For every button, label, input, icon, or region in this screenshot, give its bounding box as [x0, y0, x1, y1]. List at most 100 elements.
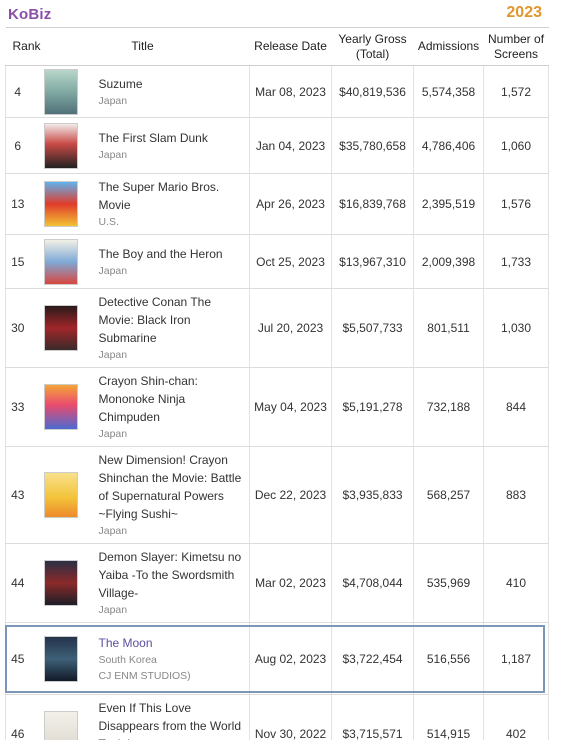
movie-title-link[interactable]: The Super Mario Bros. Movie [98, 180, 220, 212]
col-title-header[interactable]: Title [35, 27, 250, 66]
poster-cell [35, 367, 94, 447]
movie-title-link[interactable]: Detective Conan The Movie: Black Iron Su… [98, 295, 212, 345]
rank-cell: 15 [5, 234, 36, 289]
col-release-header[interactable]: Release Date [249, 27, 332, 66]
mario-poster-icon[interactable] [43, 181, 78, 227]
poster-cell [35, 234, 94, 289]
poster-cell [35, 173, 94, 235]
col-screens-header-line2: Screens [494, 46, 539, 61]
screens-cell: 883 [483, 446, 550, 544]
table-row[interactable]: 43 New Dimension! Crayon Shinchan the Mov… [5, 446, 550, 544]
screens-cell: 1,187 [483, 622, 550, 695]
release-date-cell: Jan 04, 2023 [249, 117, 332, 174]
table-row[interactable]: 45 The Moon South Korea CJ ENM STUDIOS) Aug … [5, 622, 550, 695]
rank-cell: 33 [5, 367, 36, 447]
gross-cell: $16,839,768 [331, 173, 414, 235]
suzume-poster-icon[interactable] [43, 68, 78, 115]
poster-cell [35, 65, 94, 118]
movie-title-link[interactable]: The Boy and the Heron [98, 246, 223, 261]
title-cell: Crayon Shin-chan: Mononoke Ninja Chimpud… [93, 367, 250, 447]
col-gross-header-line1: Yearly Gross [338, 31, 407, 46]
shinchan-poster-icon[interactable] [43, 384, 78, 430]
release-date-cell: Dec 22, 2023 [249, 446, 332, 544]
admissions-cell: 2,009,398 [413, 234, 484, 289]
col-screens-header[interactable]: Number of Screens [483, 27, 549, 66]
heron-poster-icon[interactable] [43, 238, 78, 285]
the-moon-poster-icon[interactable] [43, 635, 78, 682]
movie-title-link[interactable]: Crayon Shin-chan: Mononoke Ninja Chimpud… [98, 374, 198, 424]
table-row[interactable]: 6 The First Slam Dunk Japan Jan 04, 2023 $35… [5, 117, 550, 174]
admissions-cell: 516,556 [413, 622, 484, 695]
screens-cell: 402 [483, 694, 550, 740]
movie-country: Japan [98, 148, 128, 161]
admissions-cell: 4,786,406 [413, 117, 484, 174]
demon-slayer-poster-icon[interactable] [43, 560, 78, 606]
movie-distributor: CJ ENM STUDIOS) [98, 669, 191, 682]
title-cell: The Boy and the Heron Japan [93, 234, 250, 289]
gross-cell: $5,507,733 [331, 288, 414, 368]
title-cell: The First Slam Dunk Japan [93, 117, 250, 174]
table-row[interactable]: 30 Detective Conan The Movie: Black Iron … [5, 288, 550, 368]
movie-title-link[interactable]: Suzume [98, 76, 143, 91]
shinchan-3d-poster-icon[interactable] [43, 472, 78, 518]
table-row[interactable]: 4 Suzume Japan Mar 08, 2023 $40,819,536 5,574… [5, 65, 550, 118]
screens-cell: 1,733 [483, 234, 550, 289]
admissions-cell: 5,574,358 [413, 65, 484, 118]
rank-cell: 6 [5, 117, 36, 174]
rank-cell: 45 [5, 622, 36, 695]
table-row[interactable]: 44 Demon Slayer: Kimetsu no Yaiba -To the… [5, 543, 550, 623]
release-date-cell: Nov 30, 2022 [249, 694, 332, 740]
gross-cell: $3,935,833 [331, 446, 414, 544]
movie-title-link[interactable]: The Moon [98, 635, 153, 650]
table-row[interactable]: 46 Even If This Love Disappears from the … [5, 694, 550, 740]
poster-cell [35, 446, 94, 544]
release-date-cell: Mar 02, 2023 [249, 543, 332, 623]
movie-country: Japan [98, 94, 128, 107]
slam-dunk-poster-icon[interactable] [43, 122, 78, 169]
admissions-cell: 732,188 [413, 367, 484, 447]
title-cell: Demon Slayer: Kimetsu no Yaiba -To the S… [93, 543, 250, 623]
movie-title-link[interactable]: Even If This Love Disappears from the Wo… [98, 701, 242, 740]
release-date-cell: Aug 02, 2023 [249, 622, 332, 695]
admissions-cell: 801,511 [413, 288, 484, 368]
release-date-cell: Mar 08, 2023 [249, 65, 332, 118]
poster-cell [35, 622, 94, 695]
col-rank-header[interactable]: Rank [5, 27, 41, 66]
table-row[interactable]: 33 Crayon Shin-chan: Mononoke Ninja Chimp… [5, 367, 550, 447]
table-row[interactable]: 13 The Super Mario Bros. Movie U.S. Apr 26,… [5, 173, 550, 235]
movie-title-link[interactable]: Demon Slayer: Kimetsu no Yaiba -To the S… [98, 550, 242, 600]
col-gross-header[interactable]: Yearly Gross (Total) [331, 27, 414, 66]
conan-poster-icon[interactable] [43, 305, 78, 351]
title-cell: Suzume Japan [93, 65, 250, 118]
rank-cell: 43 [5, 446, 36, 544]
movie-title-link[interactable]: New Dimension! Crayon Shinchan the Movie… [98, 453, 242, 521]
col-gross-header-line2: (Total) [355, 46, 390, 61]
gross-cell: $3,722,454 [331, 622, 414, 695]
table-row[interactable]: 15 The Boy and the Heron Japan Oct 25, 2023… [5, 234, 550, 289]
admissions-cell: 2,395,519 [413, 173, 484, 235]
rank-cell: 13 [5, 173, 36, 235]
poster-cell [35, 117, 94, 174]
screens-cell: 844 [483, 367, 550, 447]
poster-cell [35, 543, 94, 623]
top-bar: KoBiz 2023 [0, 0, 561, 27]
box-office-table: Rank Title Release Date Yearly Gross (To… [5, 27, 550, 740]
gross-cell: $40,819,536 [331, 65, 414, 118]
movie-country: Japan [98, 428, 128, 440]
release-date-cell: Jul 20, 2023 [249, 288, 332, 368]
love-disappears-poster-icon[interactable] [43, 711, 78, 740]
brand-logo: KoBiz [8, 6, 52, 23]
release-date-cell: May 04, 2023 [249, 367, 332, 447]
admissions-cell: 535,969 [413, 543, 484, 623]
poster-cell [35, 694, 94, 740]
title-cell: New Dimension! Crayon Shinchan the Movie… [93, 446, 250, 544]
gross-cell: $35,780,658 [331, 117, 414, 174]
movie-title-link[interactable]: The First Slam Dunk [98, 130, 208, 145]
movie-country: South Korea [98, 653, 157, 666]
title-cell: The Super Mario Bros. Movie U.S. [93, 173, 250, 235]
release-date-cell: Oct 25, 2023 [249, 234, 332, 289]
col-admissions-header[interactable]: Admissions [413, 27, 484, 66]
screens-cell: 410 [483, 543, 550, 623]
movie-country: Japan [98, 604, 128, 616]
rank-cell: 44 [5, 543, 36, 623]
